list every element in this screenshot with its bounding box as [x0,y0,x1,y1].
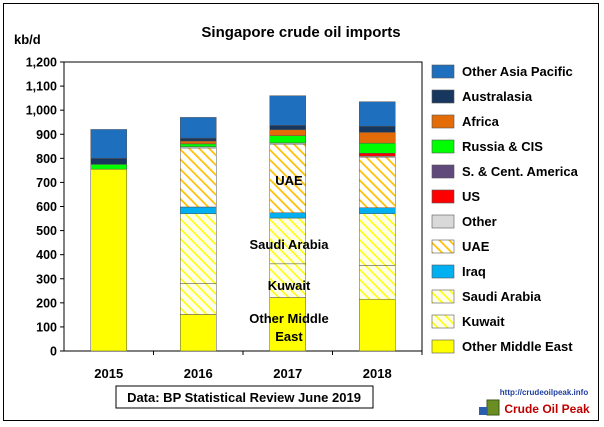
bar-segment-other-asia-pacific-2018 [359,101,396,127]
legend-label: Iraq [462,264,486,279]
bar-segment-australasia-2015 [90,158,127,165]
x-tick-label: 2017 [273,366,302,381]
bar-segment-saudi-arabia-2018 [359,213,396,266]
legend-label: Russia & CIS [462,139,543,154]
logo-url: http://crudeoilpeak.info [500,388,589,397]
bar-segment-other-asia-pacific-2016 [180,117,217,139]
legend-swatch [431,214,455,229]
y-tick-label: 500 [36,224,57,238]
y-tick-label: 800 [36,152,57,166]
legend-swatch [431,314,455,329]
bar-segment-iraq-2018 [359,207,396,214]
annotation-other-middle-east-2: East [275,329,303,344]
legend-swatch [431,89,455,104]
y-tick-label: 700 [36,176,57,190]
annotation-uae: UAE [275,173,303,188]
y-tick-label: 300 [36,272,57,286]
bar-segment-africa-2016 [180,140,217,145]
annotation-kuwait: Kuwait [268,278,311,293]
bar-segment-other-middle-east-2016 [180,314,217,352]
bar-segment-other-asia-pacific-2017 [269,95,306,126]
legend-swatch [431,189,455,204]
bar-segment-russia-cis-2015 [90,164,127,170]
legend-label: Other Middle East [462,339,573,354]
bar-segment-australasia-2018 [359,126,396,133]
y-tick-label: 900 [36,128,57,142]
y-tick-label: 1,200 [26,56,57,70]
chart-frame: Singapore crude oil imports kb/d 0 100 200… [3,3,599,421]
bar-segment-africa-2018 [359,132,396,144]
legend: Other Asia Pacific Australasia Africa Russi… [431,64,579,354]
legend-label: S. & Cent. America [462,164,579,179]
x-axis: 2015 2016 2017 2018 [94,351,423,381]
legend-swatch [431,64,455,79]
source-text: Data: BP Statistical Review June 2019 [127,390,361,405]
bar-segment-other-middle-east-2017 [269,297,306,352]
bars-group [90,95,396,352]
legend-label: UAE [462,239,490,254]
y-tick-label: 100 [36,320,57,334]
bar-segment-other-asia-pacific-2015 [90,129,127,159]
bar-segment-africa-2017 [269,129,306,136]
x-tick-label: 2015 [94,366,123,381]
legend-swatch [431,339,455,354]
bar-segment-australasia-2016 [180,137,217,142]
y-tick-label: 1,100 [26,80,57,94]
bar-segment-kuwait-2017 [269,263,306,298]
bar-segment-other-middle-east-2018 [359,298,396,352]
bar-segment-uae-2016 [180,147,217,208]
legend-swatch [431,114,455,129]
legend-swatch [431,164,455,179]
logo-oil-drop-icon [479,407,487,415]
legend-label: Other [462,214,497,229]
y-tick-label: 200 [36,296,57,310]
y-axis: 0 100 200 300 400 500 600 700 800 900 1,000 1,100 1,… [26,56,64,359]
chart-title: Singapore crude oil imports [201,24,400,41]
bar-segment-us-2018 [359,153,396,157]
bar-segment-iraq-2017 [269,212,306,219]
y-tick-label: 600 [36,200,57,214]
legend-label: Australasia [462,89,533,104]
bar-segment-kuwait-2016 [180,283,217,315]
x-tick-label: 2016 [184,366,213,381]
legend-swatch [431,264,455,279]
bar-segment-russia-cis-2017 [269,135,306,144]
legend-label: Kuwait [462,314,505,329]
logo-barrel-icon [486,399,500,416]
annotation-saudi-arabia: Saudi Arabia [250,237,330,252]
bar-segment-other-middle-east-2015 [90,168,127,352]
x-tick-label: 2018 [363,366,392,381]
bar-segment-uae-2017 [269,143,306,214]
annotation-other-middle-east-1: Other Middle [249,311,328,326]
bar-segment-australasia-2017 [269,125,306,130]
bar-segment-saudi-arabia-2016 [180,213,217,284]
crude-oil-peak-logo: http://crudeoilpeak.info Crude Oil Peak [479,388,590,416]
chart-svg: Singapore crude oil imports kb/d 0 100 200… [14,24,590,416]
logo-name: Crude Oil Peak [504,402,590,416]
legend-swatch [431,289,455,304]
bar-segment-kuwait-2018 [359,265,396,300]
legend-label: Africa [462,114,500,129]
y-tick-label: 400 [36,248,57,262]
source-box [115,385,374,409]
bar-segment-iraq-2016 [180,206,217,214]
legend-swatch [431,139,455,154]
legend-label: US [462,189,480,204]
y-axis-label: kb/d [14,32,41,47]
bar-segment-uae-2018 [359,156,396,208]
y-tick-label: 1,000 [26,104,57,118]
y-tick-label: 0 [50,345,57,359]
bar-segment-saudi-arabia-2017 [269,217,306,265]
legend-swatch [431,239,455,254]
bar-segment-russia-cis-2018 [359,142,396,154]
legend-label: Saudi Arabia [462,289,542,304]
bar-segment-russia-cis-2016 [180,143,217,148]
legend-label: Other Asia Pacific [462,64,573,79]
